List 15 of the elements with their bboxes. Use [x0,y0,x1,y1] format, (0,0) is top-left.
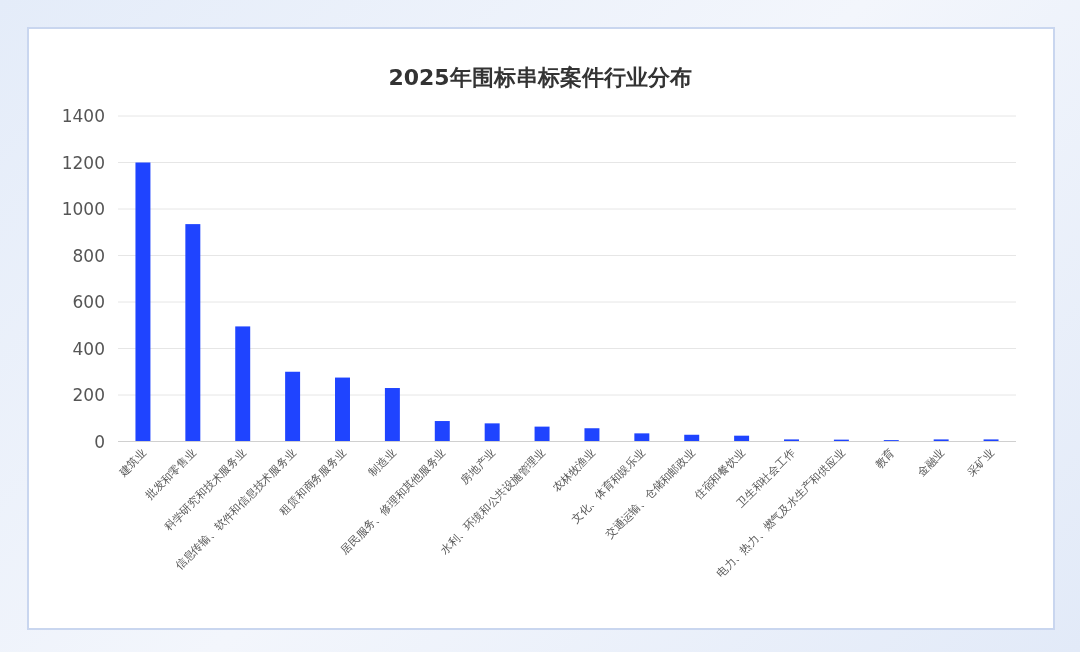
y-tick-label: 1400 [61,106,105,126]
y-tick-label: 400 [72,338,105,359]
x-tick-label: 金融业 [914,446,948,479]
y-tick-label: 1200 [61,152,105,173]
y-tick-label: 600 [72,292,105,312]
x-tick-label: 房地产业 [457,446,499,487]
x-tick-label: 采矿业 [964,446,998,479]
x-tick-label: 建筑业 [115,446,150,480]
x-tick-label: 教育 [872,446,898,472]
chart-title: 2025年围标串标案件行业分布 [388,65,692,90]
y-tick-label: 1000 [61,199,105,219]
y-tick-label: 0 [94,431,105,452]
x-tick-label: 制造业 [365,446,399,479]
y-tick-label: 200 [72,385,105,405]
y-tick-label: 800 [72,245,105,266]
